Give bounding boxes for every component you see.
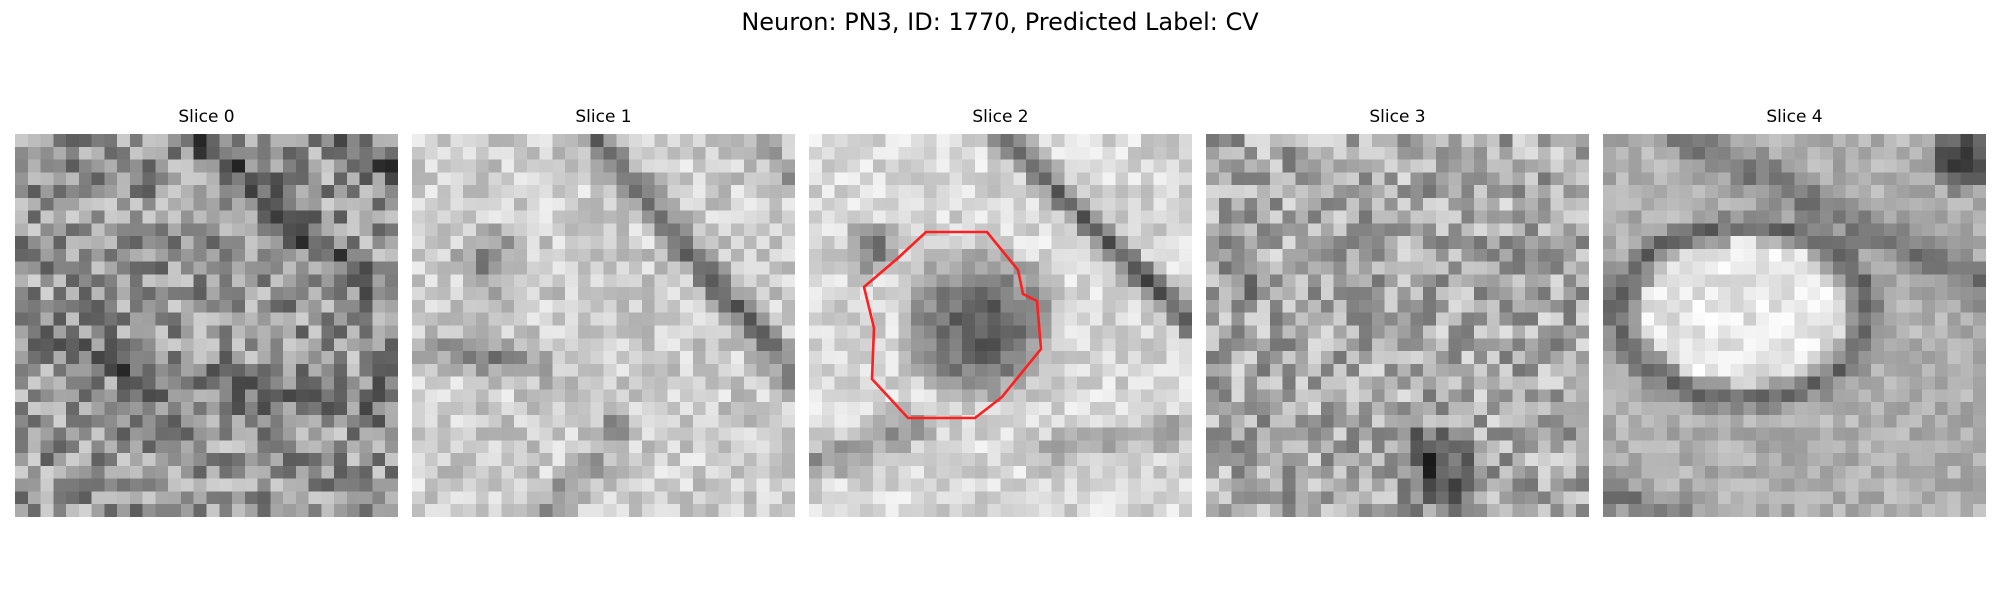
slice-title: Slice 3 <box>1369 107 1426 127</box>
roi-outline <box>862 230 1043 420</box>
slice-image <box>412 134 795 517</box>
roi-overlay <box>862 230 1043 420</box>
grayscale-slice-canvas <box>1603 134 1986 517</box>
grayscale-slice-canvas <box>412 134 795 517</box>
grayscale-slice-canvas <box>1206 134 1589 517</box>
grayscale-slice-canvas <box>15 134 398 517</box>
figure-title: Neuron: PN3, ID: 1770, Predicted Label: … <box>741 8 1259 36</box>
slice-image <box>1603 134 1986 517</box>
slice-image <box>15 134 398 517</box>
slice-image <box>1206 134 1589 517</box>
slice-title: Slice 0 <box>178 107 235 127</box>
slice-image <box>809 134 1192 517</box>
slice-title: Slice 4 <box>1766 107 1823 127</box>
slice-title: Slice 1 <box>575 107 632 127</box>
slice-title: Slice 2 <box>972 107 1029 127</box>
